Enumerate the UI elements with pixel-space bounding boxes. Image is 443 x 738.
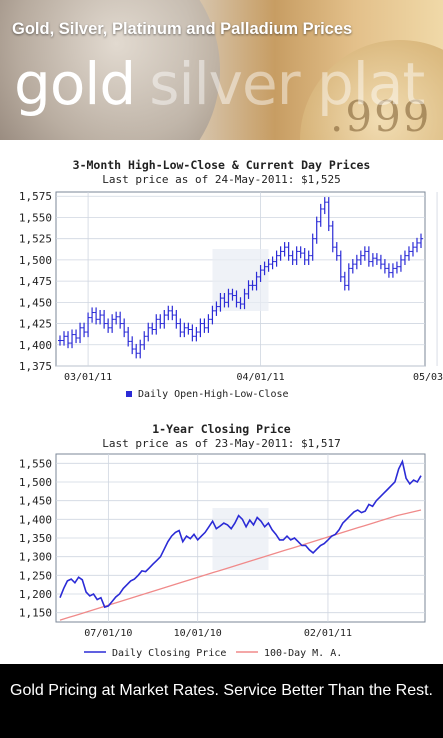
chart1-y-tick-label: 1,575 [19,190,52,203]
chart1-subtitle: Last price as of 24-May-2011: $1,525 [102,173,341,186]
chart1-legend-swatch [126,391,132,397]
app-title: Gold, Silver, Platinum and Palladium Pri… [12,20,353,38]
chart2-x-tick-label: 07/01/10 [84,628,132,639]
chart2-y-tick-label: 1,150 [19,607,52,620]
chart1-y-tick-label: 1,525 [19,233,52,246]
chart2-x-tick-label: 02/01/11 [304,628,352,639]
footer-tagline: Gold Pricing at Market Rates. Service Be… [0,664,443,738]
banner-word-silver: silver plat [149,50,425,118]
coin-purity-text: .999 [330,92,432,140]
chart2-y-tick-label: 1,200 [19,588,52,601]
chart2-legend-label-ma: 100-Day M. A. [264,648,342,659]
chart1-title: 3-Month High-Low-Close & Current Day Pri… [72,158,371,172]
chart2-y-tick-label: 1,250 [19,569,52,582]
chart2-y-tick-label: 1,300 [19,551,52,564]
chart1-y-tick-label: 1,450 [19,296,52,309]
chart2-y-tick-label: 1,500 [19,476,52,489]
chart2-line: 1,150 1,200 1,250 1,300 1,350 1,400 1,450 1,500… [19,453,426,659]
silver-coin-image [0,0,220,140]
chart1-ohlc: 1,375 1,400 1,425 1,450 1,475 1,500 1,525 1,550… [19,190,443,400]
chart1-y-tick-label: 1,400 [19,339,52,352]
chart1-plot-area [55,191,426,367]
chart1-x-tick-label: 03/01/11 [64,372,112,383]
closing-price-line [59,459,422,609]
chart1-y-tick-label: 1,475 [19,275,52,288]
banner-word-gold: gold [14,50,136,118]
chart2-y-tick-label: 1,450 [19,495,52,508]
chart2-x-tick-label: 10/01/10 [174,628,222,639]
chart1-y-tick-label: 1,425 [19,318,52,331]
chart1-y-tick-label: 1,375 [19,360,52,373]
chart2-subtitle: Last price as of 23-May-2011: $1,517 [102,437,341,450]
chart2-legend-label-price: Daily Closing Price [112,648,226,659]
chart1-y-tick-label: 1,500 [19,254,52,267]
chart1-x-tick-label: 05/03/11 [413,372,443,383]
chart2-title: 1-Year Closing Price [152,422,291,436]
chart1-legend-label: Daily Open-High-Low-Close [138,389,289,400]
chart2-y-tick-label: 1,550 [19,457,52,470]
chart2-y-tick-label: 1,350 [19,532,52,545]
chart1-y-tick-label: 1,550 [19,211,52,224]
chart2-y-tick-label: 1,400 [19,513,52,526]
app-banner: .999 Gold, Silver, Platinum and Palladiu… [0,0,443,140]
moving-average-line [59,509,422,621]
chart1-x-tick-label: 04/01/11 [236,372,284,383]
banner-words: gold silver plat [14,50,425,118]
